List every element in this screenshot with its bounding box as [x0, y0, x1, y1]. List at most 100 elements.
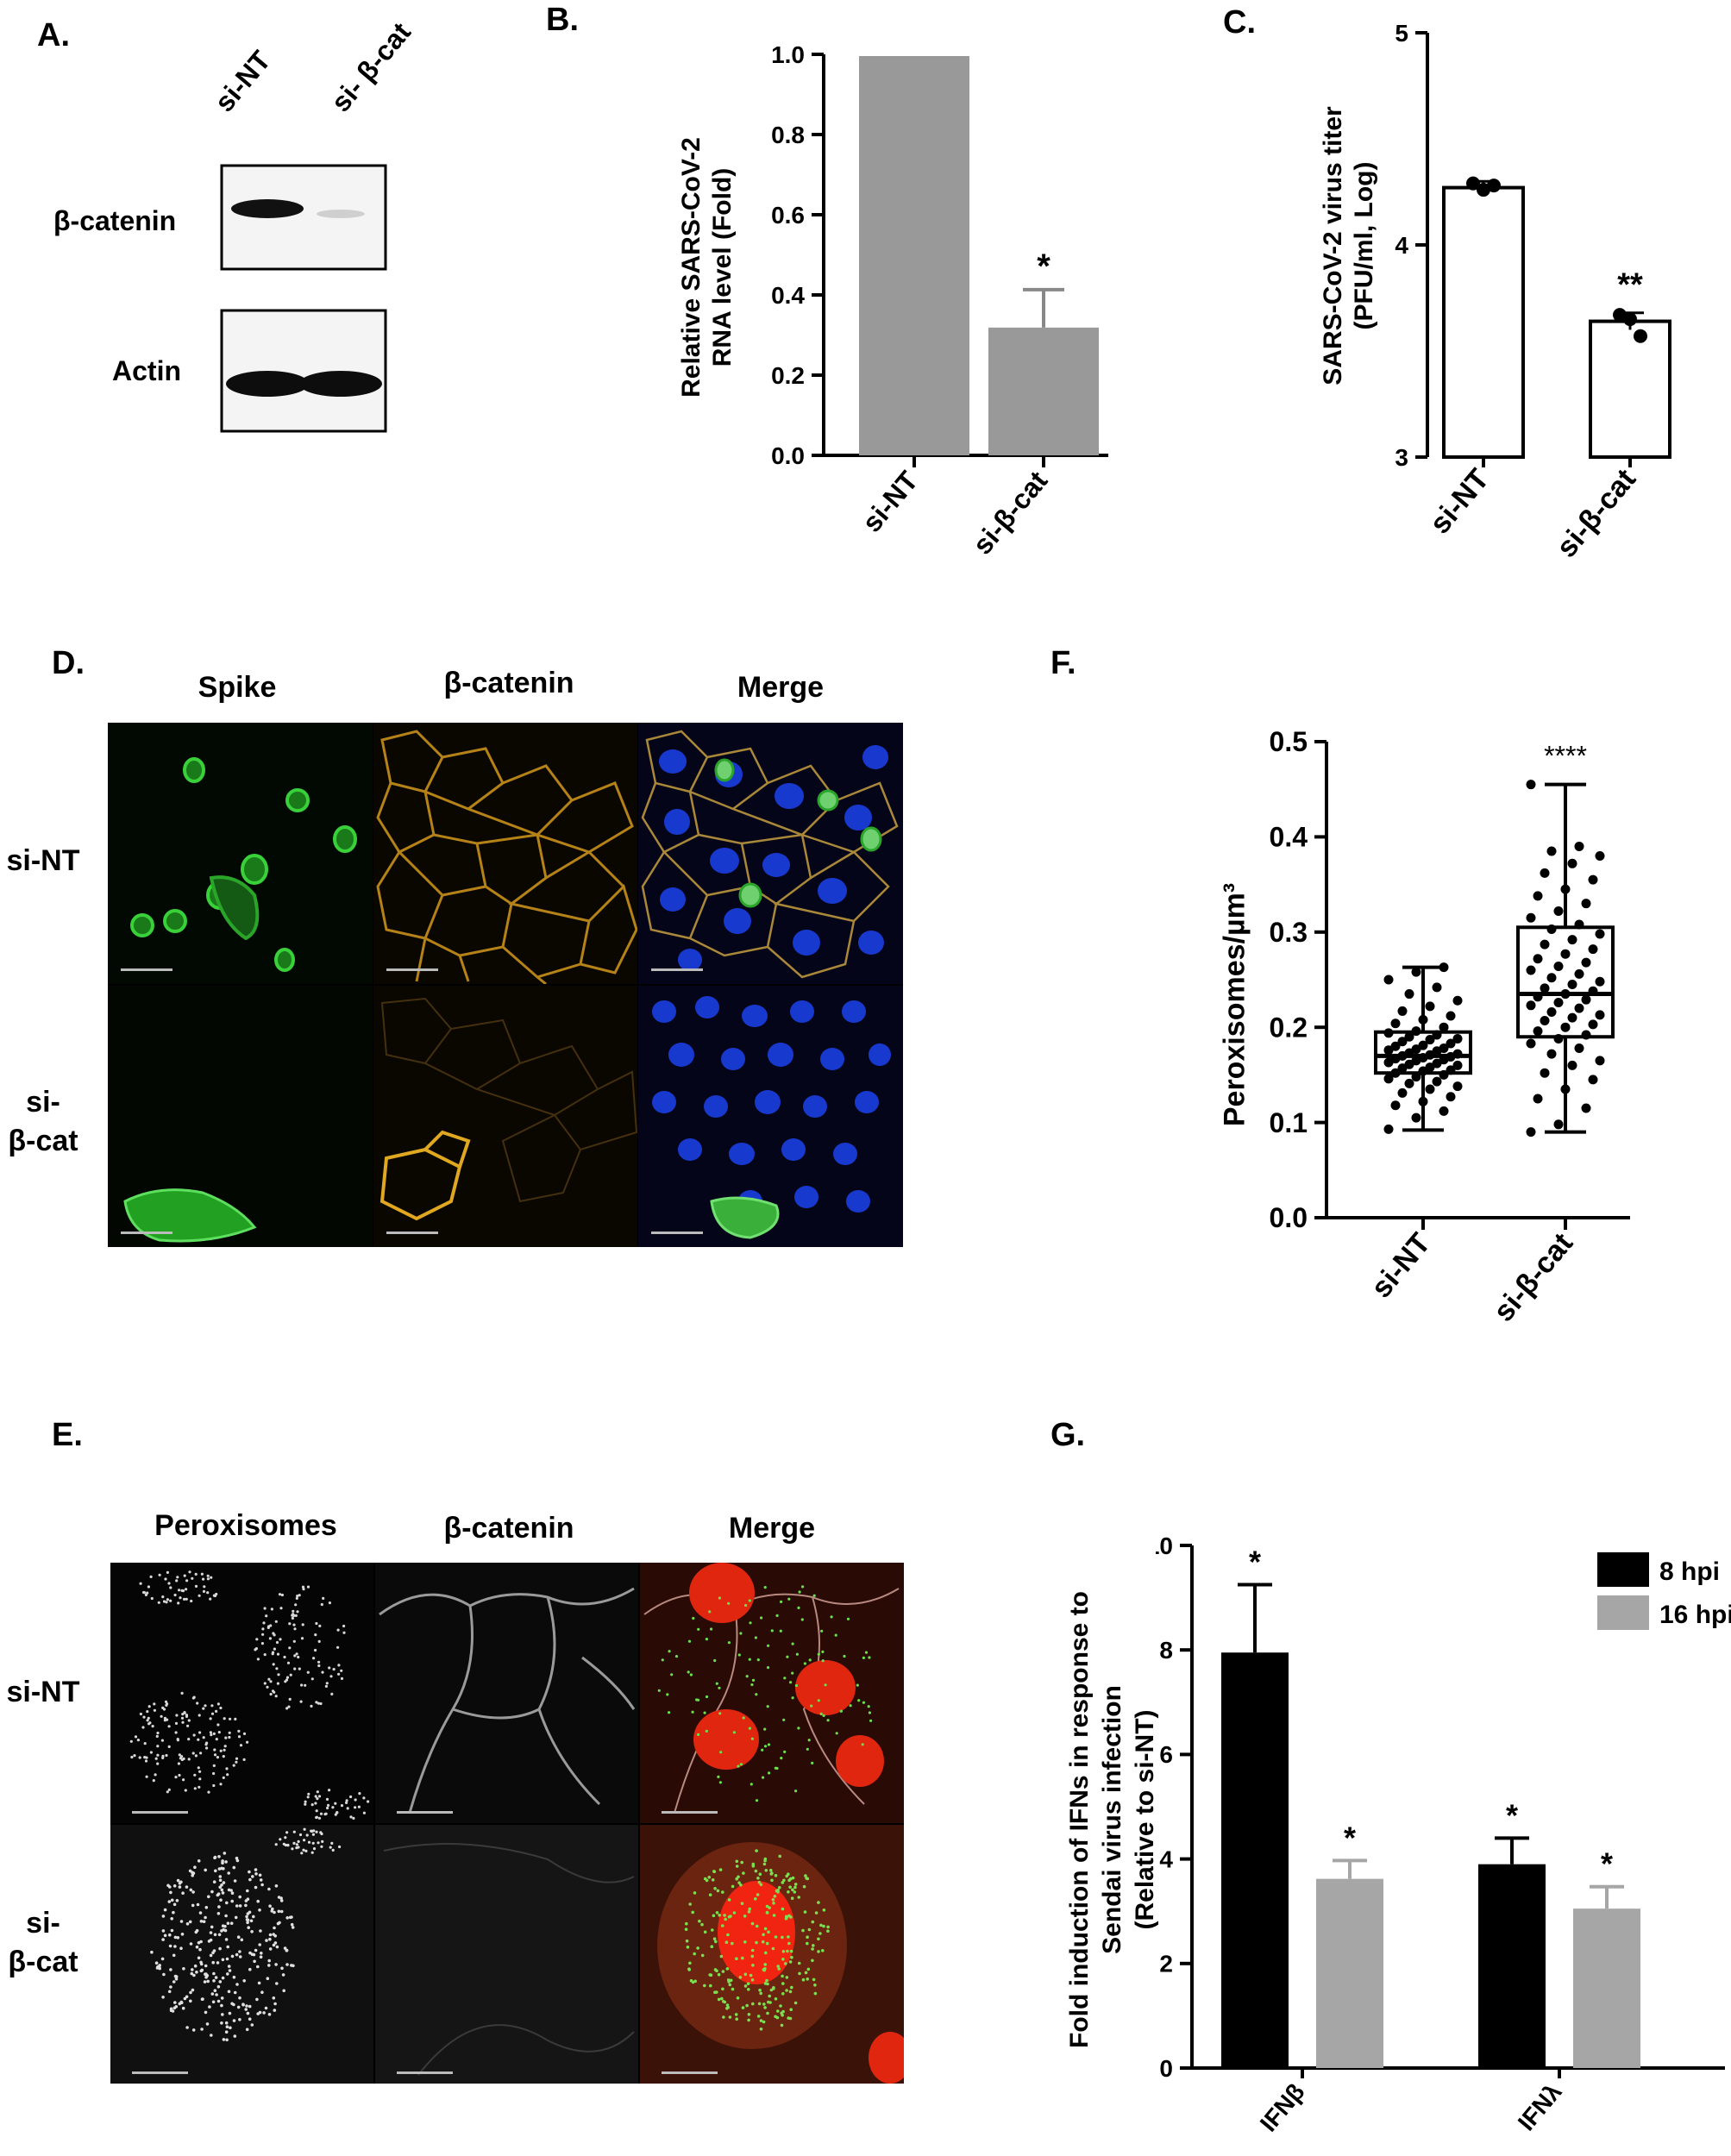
peroxisome-dot — [272, 1943, 276, 1947]
peroxisome-dot — [185, 1885, 189, 1889]
peroxisome-dot — [244, 1903, 248, 1908]
peroxisome-dot — [224, 2021, 229, 2025]
peroxisome-dot — [273, 1647, 276, 1651]
peroxisome-dot — [219, 1706, 223, 1710]
peroxisome-dot — [727, 1980, 731, 1984]
peroxisome-dot — [267, 1964, 271, 1967]
peroxisome-dot — [745, 1675, 749, 1678]
peroxisome-dot — [756, 1877, 760, 1880]
peroxisome-dot — [256, 1899, 260, 1903]
peroxisome-dot — [218, 1875, 223, 1878]
peroxisome-dot — [242, 1758, 246, 1761]
peroxisome-dot — [210, 1733, 213, 1737]
peroxisome-dot — [272, 1663, 275, 1666]
peroxisome-dot — [165, 1703, 168, 1707]
peroxisome-dot — [293, 1654, 297, 1658]
peroxisome-dot — [193, 1787, 197, 1790]
chart-f-point — [1546, 846, 1557, 856]
peroxisome-dot — [199, 1920, 204, 1923]
peroxisome-dot — [321, 1670, 324, 1674]
chart-f-y-tick-label: 0.2 — [1270, 1012, 1308, 1043]
peroxisome-dot — [791, 1671, 794, 1675]
peroxisome-dot — [328, 1666, 331, 1670]
chart-f-point — [1540, 868, 1550, 878]
peroxisome-dot — [801, 1585, 805, 1589]
peroxisome-dot — [195, 1928, 199, 1933]
peroxisome-dot — [329, 1846, 332, 1849]
peroxisome-dot — [776, 2009, 780, 2013]
peroxisome-dot — [206, 1577, 210, 1581]
peroxisome-dot — [703, 1984, 706, 1988]
peroxisome-dot — [767, 1644, 770, 1647]
peroxisome-dot — [169, 2007, 173, 2011]
peroxisome-dot — [319, 1702, 323, 1706]
peroxisome-dot — [314, 1633, 317, 1637]
peroxisome-dot — [183, 1597, 186, 1601]
peroxisome-dot — [725, 1967, 730, 1971]
peroxisome-dot — [317, 1841, 320, 1845]
peroxisome-dot — [768, 1771, 771, 1775]
chart-f-point — [1425, 1050, 1435, 1060]
chart-f-point — [1553, 962, 1564, 972]
peroxisome-dot — [161, 1915, 166, 1918]
peroxisome-dot — [222, 1927, 225, 1932]
peroxisome-dot — [330, 1841, 334, 1845]
peroxisome-dot — [774, 2015, 777, 2019]
lane-label-si-bcat: si- β-cat — [324, 16, 417, 118]
peroxisome-dot — [774, 1997, 778, 2001]
peroxisome-dot — [215, 1709, 218, 1713]
peroxisome-dot — [303, 1827, 306, 1831]
peroxisome-dot — [319, 1831, 323, 1834]
peroxisome-dot — [207, 1895, 210, 1899]
peroxisome-dot — [814, 1911, 818, 1915]
chart-f-point — [1526, 1127, 1536, 1138]
peroxisome-dot — [209, 1931, 213, 1934]
peroxisome-dot — [713, 1658, 717, 1663]
chart-f-y-tick-label: 0.1 — [1270, 1107, 1308, 1138]
peroxisome-dot — [264, 2006, 268, 2010]
peroxisome-dot — [305, 1833, 309, 1837]
chart-c-point — [1466, 176, 1480, 191]
peroxisome-dot — [772, 1987, 775, 1990]
peroxisome-dot — [274, 1843, 278, 1846]
peroxisome-dot — [781, 2013, 784, 2017]
peroxisome-dot — [167, 1900, 172, 1903]
peroxisome-dot — [267, 1959, 271, 1963]
peroxisome-dot — [338, 1845, 342, 1849]
peroxisome-dot — [147, 1722, 151, 1726]
peroxisome-dot — [795, 1652, 799, 1656]
peroxisome-dot — [684, 1927, 688, 1931]
chart-f-point — [1452, 1033, 1463, 1044]
peroxisome-dot — [139, 1582, 142, 1585]
peroxisome-dot — [755, 1940, 758, 1945]
chart-g-significance: * — [1344, 1820, 1356, 1855]
peroxisome-dot — [790, 1985, 793, 1990]
peroxisome-dot — [273, 1690, 276, 1694]
peroxisome-dot — [227, 1965, 231, 1968]
peroxisome-dot — [336, 1811, 339, 1814]
microscopy-grid-e — [110, 1563, 904, 2084]
peroxisome-dot — [204, 1906, 209, 1909]
peroxisome-dot — [316, 1797, 319, 1801]
chart-g-y-tick-label: 8 — [1159, 1637, 1173, 1664]
peroxisome-dot — [821, 1659, 825, 1663]
chart-f-point — [1588, 986, 1598, 996]
peroxisome-dot — [751, 1678, 756, 1682]
peroxisome-dot — [213, 1855, 217, 1859]
peroxisome-dot — [783, 1677, 787, 1680]
peroxisome-dot — [172, 2006, 177, 2010]
peroxisome-dot — [205, 1974, 210, 1977]
chart-f-y-tick-label: 0.5 — [1270, 726, 1308, 757]
peroxisome-dot — [298, 1833, 303, 1837]
peroxisome-dot — [744, 1603, 748, 1608]
peroxisome-dot — [781, 2009, 785, 2014]
peroxisome-dot — [668, 1711, 671, 1714]
chart-f-point — [1432, 1058, 1442, 1069]
peroxisome-dot — [179, 1596, 182, 1600]
peroxisome-dot — [688, 1902, 692, 1906]
peroxisome-dot — [806, 1941, 809, 1946]
panel-label-a: A. — [37, 17, 70, 53]
peroxisome-dot — [273, 1926, 276, 1930]
peroxisome-dot — [198, 1947, 202, 1952]
peroxisome-dot — [862, 1656, 865, 1659]
